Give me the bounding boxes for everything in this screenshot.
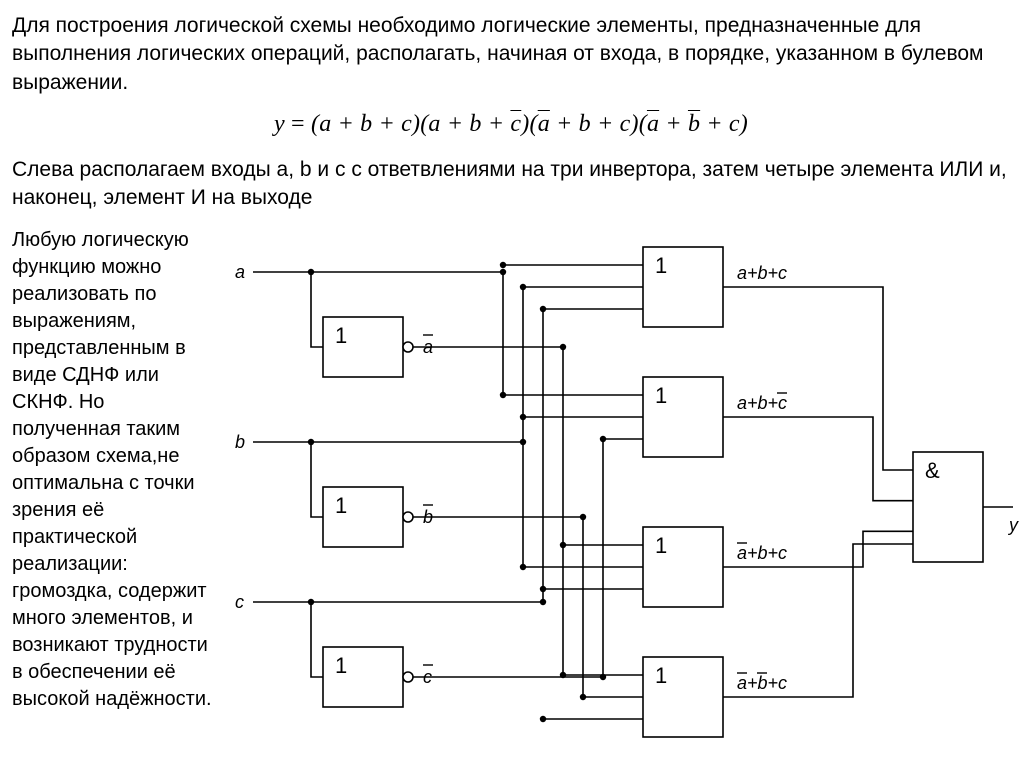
svg-text:c: c — [235, 592, 244, 612]
side-note: Любую логическую функцию можно реализова… — [12, 227, 223, 713]
description-paragraph: Слева располагаем входы a, b и c с ответ… — [12, 156, 1010, 213]
svg-text:a: a — [235, 262, 245, 282]
svg-text:1: 1 — [655, 253, 667, 278]
boolean-formula: y = (a + b + c)(a + b + c)(a + b + c)(a … — [12, 111, 1010, 138]
svg-text:y: y — [1007, 515, 1019, 535]
svg-text:1: 1 — [655, 663, 667, 688]
svg-text:1: 1 — [655, 383, 667, 408]
svg-text:a+b+c: a+b+c — [737, 543, 787, 563]
svg-text:&: & — [925, 458, 940, 483]
svg-text:a+b+c: a+b+c — [737, 673, 787, 693]
svg-text:1: 1 — [335, 323, 347, 348]
svg-text:b: b — [235, 432, 245, 452]
intro-paragraph: Для построения логической схемы необходи… — [12, 12, 1010, 97]
svg-text:a+b+c: a+b+c — [737, 393, 787, 413]
svg-text:1: 1 — [655, 533, 667, 558]
svg-text:1: 1 — [335, 493, 347, 518]
logic-diagram: abc1a1b1c1a+b+c1a+b+c1a+b+c1a+b+c&y — [223, 227, 1023, 747]
svg-text:1: 1 — [335, 653, 347, 678]
svg-text:a+b+c: a+b+c — [737, 263, 787, 283]
